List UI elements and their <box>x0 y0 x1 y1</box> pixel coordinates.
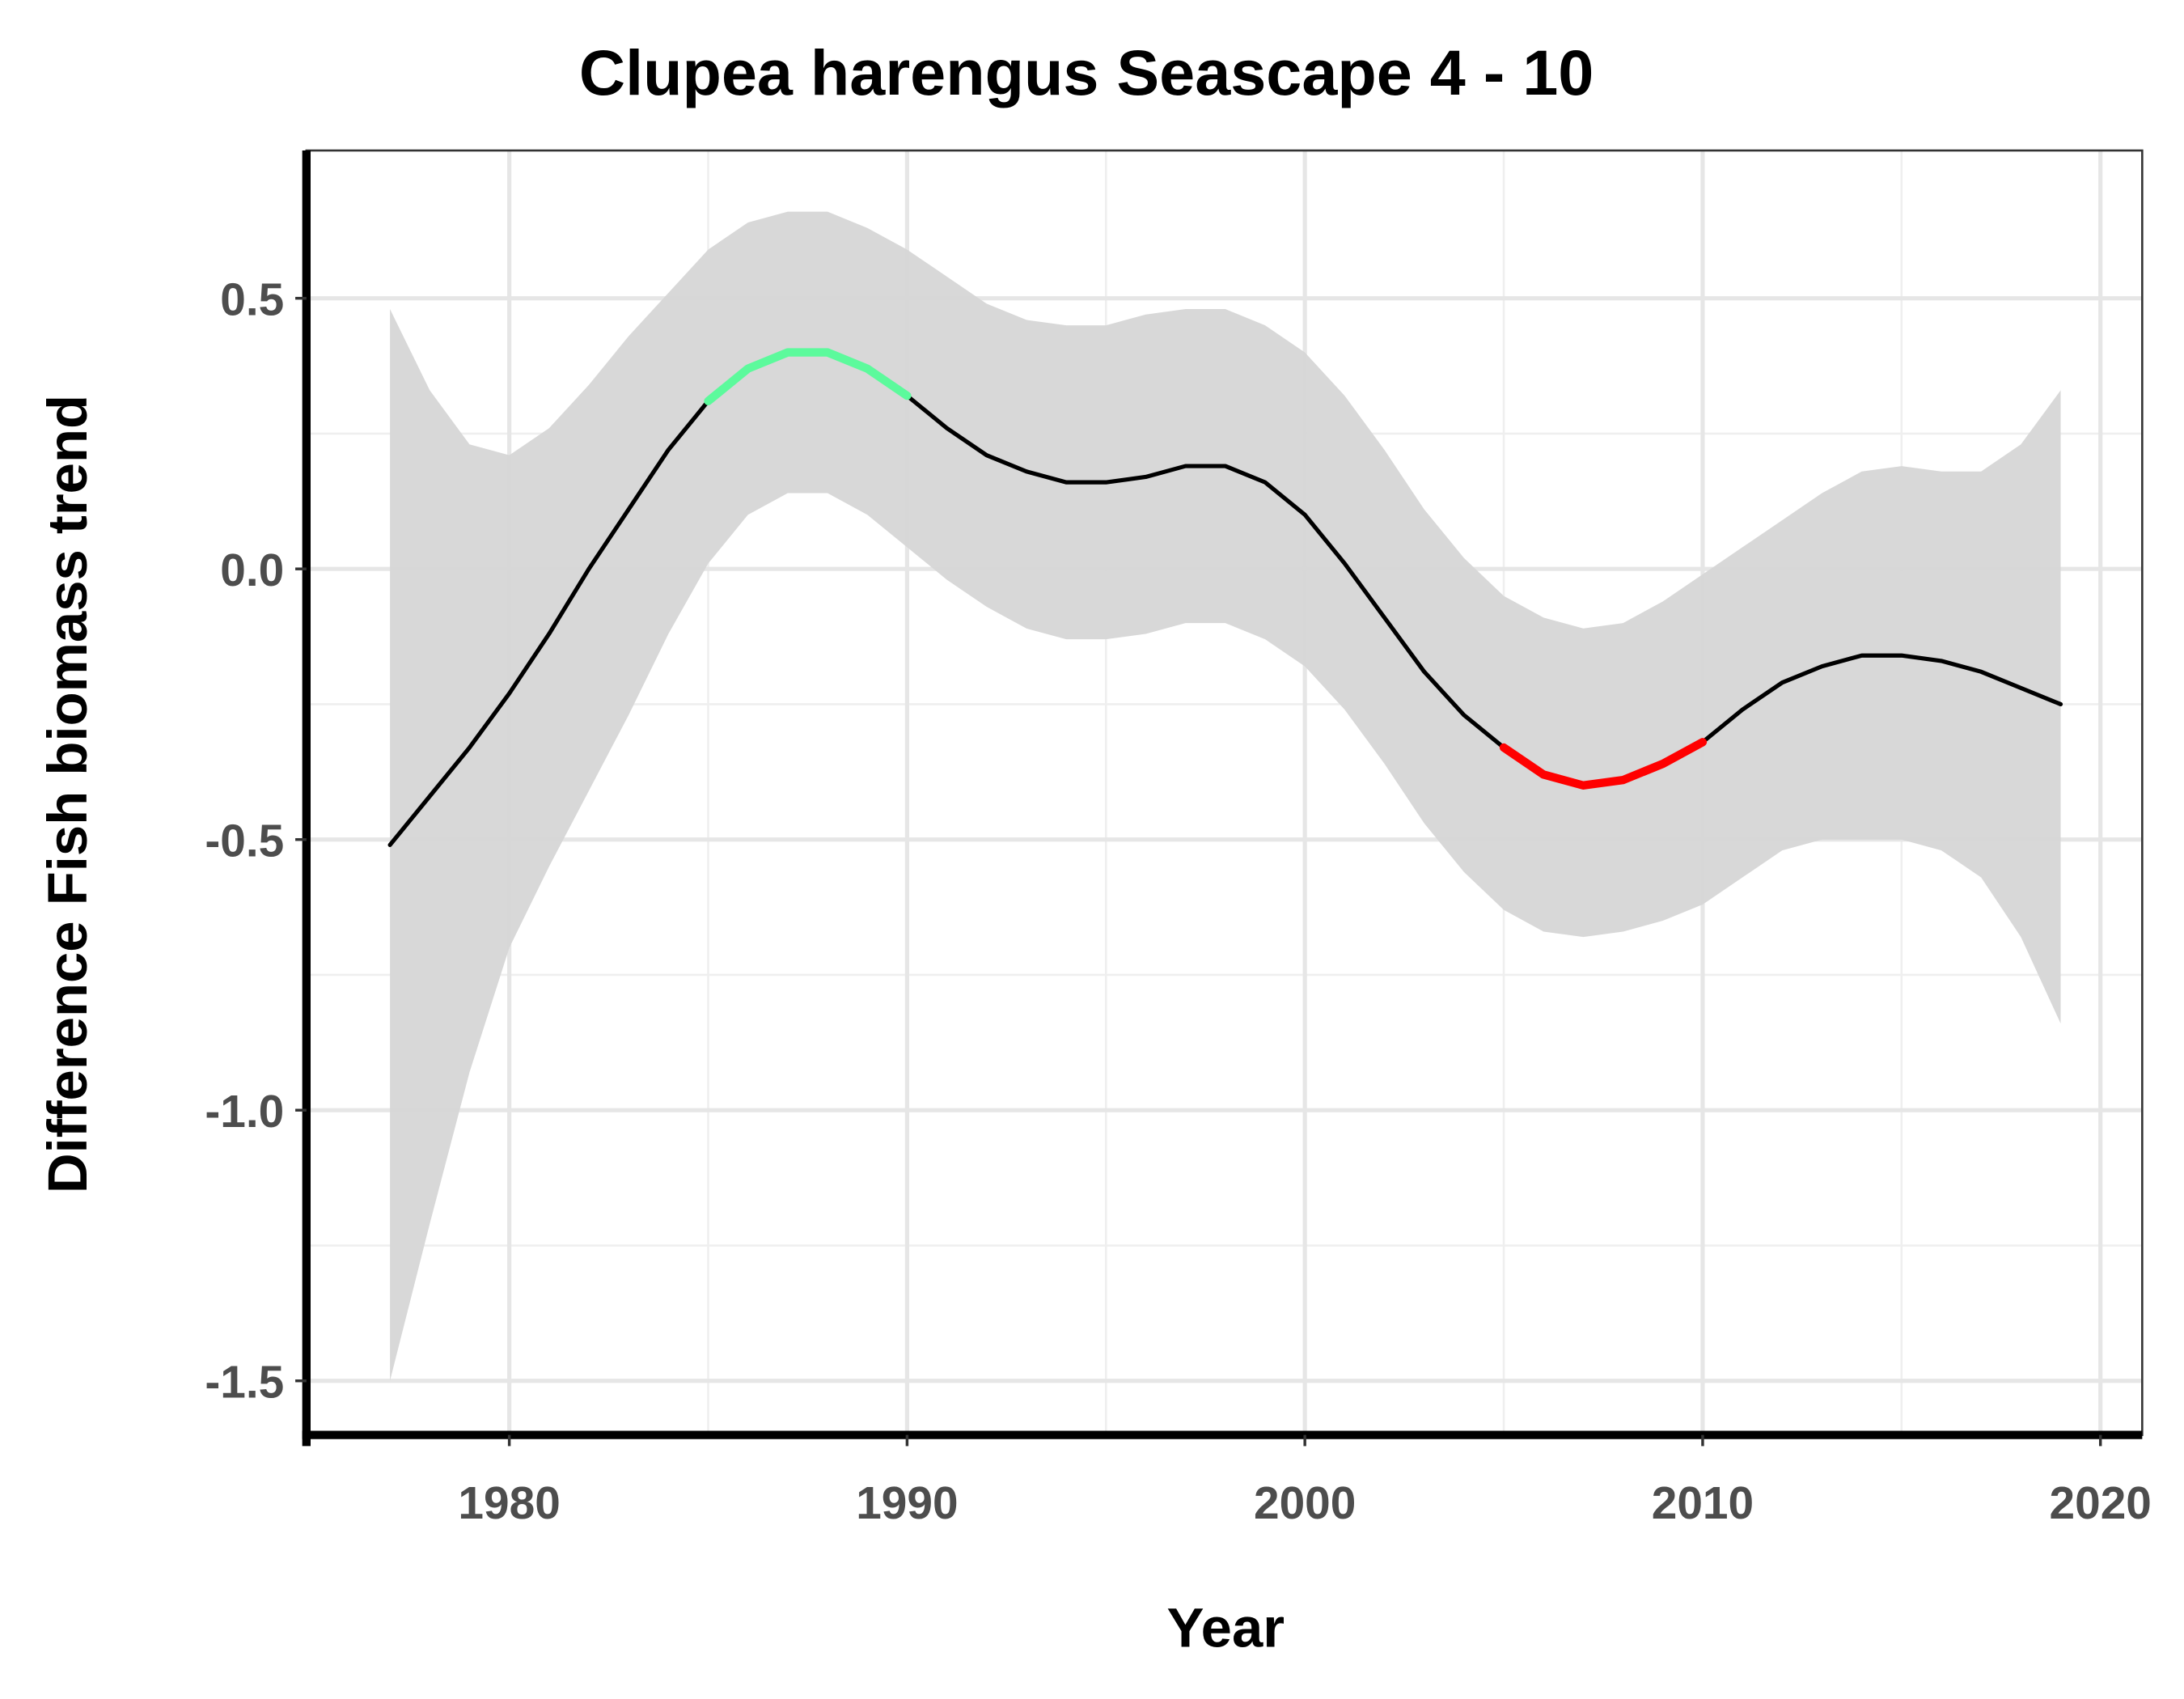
x-tick-label: 1980 <box>458 1478 560 1529</box>
y-tick-label: -0.5 <box>205 816 284 866</box>
x-axis-title: Year <box>1167 1596 1285 1659</box>
y-tick-label: -1.0 <box>205 1087 284 1138</box>
confidence-band <box>390 211 2061 1381</box>
x-tick-label: 2010 <box>1652 1478 1754 1529</box>
x-tick-label: 2020 <box>2050 1478 2152 1529</box>
chart-title: Clupea harengus Seascape 4 - 10 <box>579 36 1594 108</box>
y-axis-title: Difference Fish biomass trend <box>36 395 99 1193</box>
trend-line <box>387 350 2063 847</box>
highlight-segment <box>704 348 912 405</box>
x-tick-label: 2000 <box>1254 1478 1356 1529</box>
y-tick-label: 0.0 <box>220 545 284 596</box>
highlight-segment <box>1499 738 1708 790</box>
y-tick-label: 0.5 <box>220 274 284 325</box>
y-tick-label: -1.5 <box>205 1357 284 1408</box>
x-tick-label: 1990 <box>856 1478 958 1529</box>
